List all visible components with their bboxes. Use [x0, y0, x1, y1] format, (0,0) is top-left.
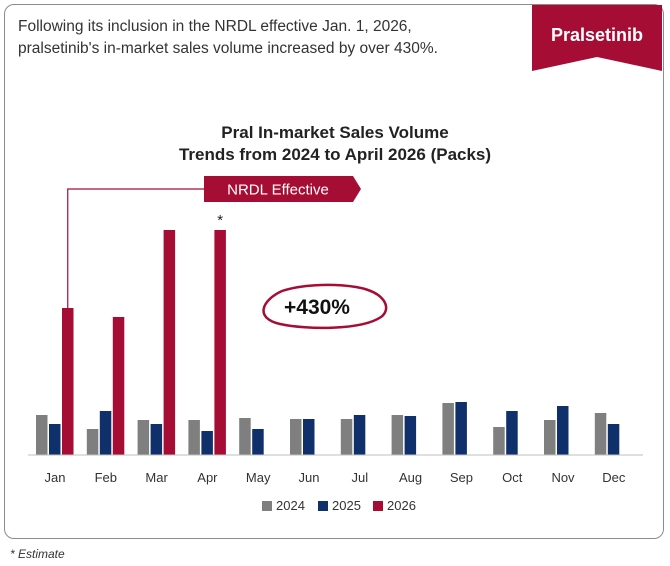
bar-2024-jul [340, 419, 353, 455]
bar-2026-apr [214, 230, 226, 455]
bar-2024-feb [86, 429, 99, 455]
growth-ellipse [262, 283, 388, 330]
bar-2024-mar [137, 420, 150, 455]
bar-2024-dec [594, 413, 607, 455]
bar-2025-apr [201, 431, 213, 455]
brand-label: Pralsetinib [550, 25, 644, 45]
footnote: * Estimate [10, 547, 65, 561]
nrdl-label-box [204, 176, 361, 202]
header-text: Following its inclusion in the NRDL effe… [18, 16, 518, 60]
x-tick-label-mar: Mar [145, 470, 168, 485]
bar-2024-jun [290, 419, 302, 455]
x-tick-label-aug: Aug [399, 470, 422, 485]
x-tick-label-jul: Jul [351, 470, 368, 485]
x-tick-label-may: May [246, 470, 271, 485]
legend-swatch-2026 [373, 501, 383, 511]
legend-label-2025: 2025 [332, 498, 361, 513]
x-tick-label-dec: Dec [602, 470, 626, 485]
chart-title-line-2: Trends from 2024 to April 2026 (Packs) [178, 145, 492, 164]
bar-2025-jul [353, 415, 366, 455]
bar-2024-aug [391, 415, 404, 455]
chart-title: Pral In-market Sales Volume Trends from … [0, 122, 670, 166]
bar-2025-jun [303, 419, 315, 455]
x-tick-label-oct: Oct [502, 470, 523, 485]
bar-2024-may [239, 418, 251, 455]
bar-2026-feb [112, 317, 125, 455]
bar-2025-dec [607, 424, 620, 455]
nrdl-label: NRDL Effective [227, 182, 329, 199]
bar-2024-oct [493, 427, 505, 455]
x-tick-label-jun: Jun [299, 470, 320, 485]
bar-2025-jan [49, 424, 61, 455]
x-tick-label-jan: Jan [45, 470, 66, 485]
x-tick-label-feb: Feb [95, 470, 117, 485]
bar-2025-nov [557, 406, 569, 455]
bar-2025-may [252, 429, 264, 455]
legend-swatch-2025 [318, 501, 328, 511]
header-line-1: Following its inclusion in the NRDL effe… [18, 18, 412, 35]
header-line-2: pralsetinib's in-market sales volume inc… [18, 40, 438, 57]
bar-2024-jan [36, 415, 48, 455]
brand-tag: Pralsetinib [532, 5, 662, 71]
bar-2024-apr [188, 420, 200, 455]
legend-swatch-2024 [262, 501, 272, 511]
legend-label-2026: 2026 [387, 498, 416, 513]
x-tick-label-nov: Nov [551, 470, 575, 485]
bar-2025-aug [404, 416, 417, 455]
chart-title-line-1: Pral In-market Sales Volume [221, 123, 449, 142]
bar-2025-oct [506, 411, 518, 455]
bar-2025-feb [99, 411, 112, 455]
bar-2026-jan [62, 308, 74, 455]
nrdl-connector-line [67, 188, 204, 308]
estimate-marker: * [217, 212, 223, 229]
legend-label-2024: 2024 [276, 498, 305, 513]
bar-2024-nov [544, 420, 556, 455]
bar-2024-sep [442, 403, 454, 455]
x-tick-label-sep: Sep [450, 470, 473, 485]
growth-label: +430% [284, 296, 350, 319]
bar-2025-mar [150, 424, 163, 455]
x-tick-label-apr: Apr [197, 470, 218, 485]
bar-2025-sep [455, 402, 467, 455]
bar-2026-mar [163, 230, 176, 455]
